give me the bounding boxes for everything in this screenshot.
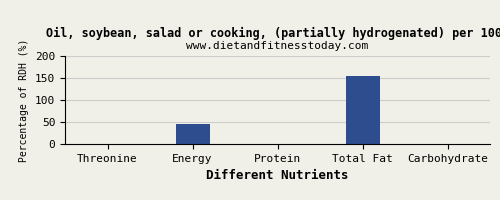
Y-axis label: Percentage of RDH (%): Percentage of RDH (%) — [20, 38, 30, 162]
X-axis label: Different Nutrients: Different Nutrients — [206, 169, 349, 182]
Bar — [346, 76, 380, 144]
Text: Oil, soybean, salad or cooking, (partially hydrogenated) per 100g: Oil, soybean, salad or cooking, (partial… — [46, 27, 500, 40]
Text: www.dietandfitnesstoday.com: www.dietandfitnesstoday.com — [186, 41, 368, 51]
Bar — [176, 124, 210, 144]
